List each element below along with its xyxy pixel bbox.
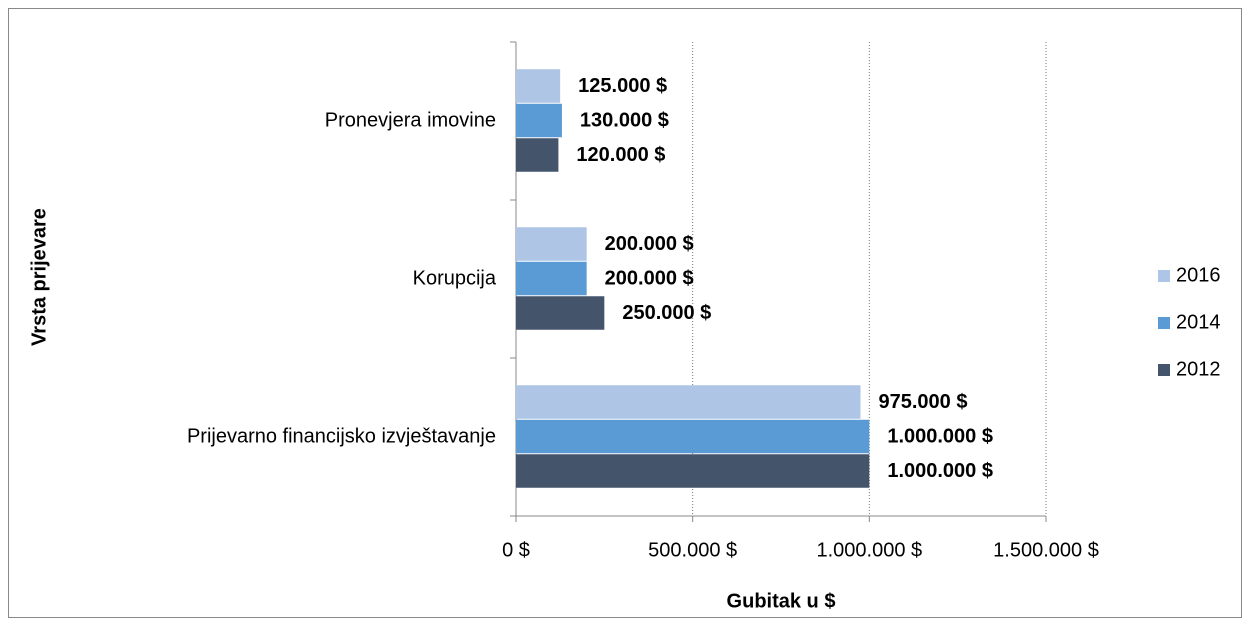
x-tick-label: 1.000.000 $ — [817, 539, 923, 561]
legend-swatch — [1158, 270, 1170, 282]
value-label: 1.000.000 $ — [887, 425, 993, 447]
x-tick-label: 1.500.000 $ — [993, 539, 1099, 561]
x-tick-label: 500.000 $ — [648, 539, 737, 561]
y-axis-title: Vrsta prijevare — [28, 208, 50, 346]
value-label: 125.000 $ — [578, 75, 667, 97]
legend-swatch — [1158, 317, 1170, 329]
value-label: 250.000 $ — [622, 302, 711, 324]
x-axis-title: Gubitak u $ — [727, 590, 836, 612]
bar — [516, 419, 870, 454]
value-label: 130.000 $ — [580, 109, 669, 131]
bar — [516, 385, 861, 419]
legend-label: 2014 — [1176, 311, 1221, 333]
value-label: 1.000.000 $ — [887, 460, 993, 482]
bar — [516, 227, 587, 261]
value-label: 200.000 $ — [605, 267, 694, 289]
x-tick-label: 0 $ — [502, 539, 530, 561]
bar — [516, 69, 561, 103]
legend-label: 2012 — [1176, 358, 1221, 380]
value-label: 975.000 $ — [879, 391, 968, 413]
bar — [516, 103, 562, 138]
y-tick-label: Prijevarno financijsko izvještavanje — [187, 425, 496, 447]
y-tick-label: Korupcija — [413, 267, 497, 289]
legend-swatch — [1158, 364, 1170, 376]
bar — [516, 296, 605, 330]
bar — [516, 138, 559, 172]
y-tick-label: Pronevjera imovine — [325, 109, 496, 131]
legend-label: 2016 — [1176, 264, 1221, 286]
value-label: 120.000 $ — [576, 144, 665, 166]
value-label: 200.000 $ — [605, 233, 694, 255]
bar — [516, 261, 587, 296]
bar — [516, 454, 870, 488]
